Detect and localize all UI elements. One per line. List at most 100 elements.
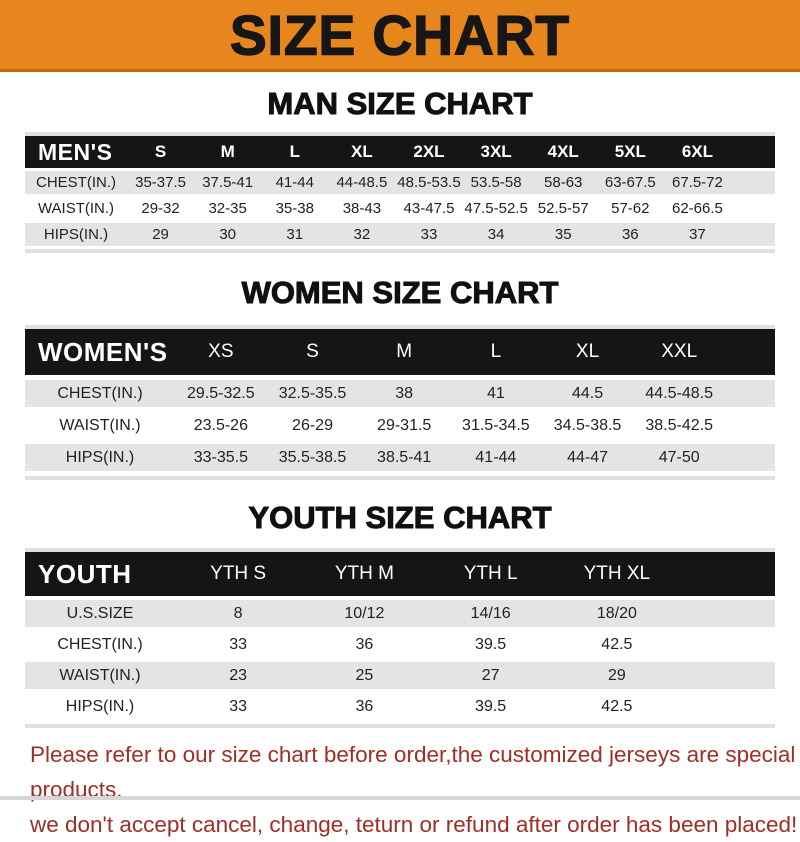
cell-value: 36 xyxy=(355,697,374,715)
row-label: CHEST(IN.) xyxy=(57,384,143,402)
youth-section-title: YOUTH SIZE CHART xyxy=(248,500,552,536)
cell-value: 8 xyxy=(233,604,243,622)
cell-value: 23 xyxy=(229,666,248,684)
column-header: XL xyxy=(351,142,373,161)
cell-value: 35 xyxy=(554,226,572,243)
table-row: WAIST(IN.) 23 25 27 29 xyxy=(25,662,775,689)
women-size-table: WOMEN'S XS S M L XL XXL CHEST(IN.) 29.5-32.5 32.5… xyxy=(25,325,775,480)
cell-value: 32-35 xyxy=(208,200,247,217)
table-row: HIPS(IN.) 29 30 31 32 33 34 35 36 37 xyxy=(25,223,775,246)
cell-value: 31 xyxy=(286,226,304,243)
column-header: M xyxy=(220,142,235,161)
cell-value: 36 xyxy=(355,635,374,653)
column-header: S xyxy=(306,341,319,362)
cell-value: 42.5 xyxy=(601,697,633,715)
column-header: XS xyxy=(208,341,234,362)
cell-value: 43-47.5 xyxy=(403,200,455,217)
cell-value: 67.5-72 xyxy=(671,174,723,191)
cell-value: 42.5 xyxy=(601,635,633,653)
cell-value: 34.5-38.5 xyxy=(553,416,622,434)
table-row: HIPS(IN.) 33 36 39.5 42.5 xyxy=(25,693,775,720)
cell-value: 29.5-32.5 xyxy=(187,384,255,402)
cell-value: 18/20 xyxy=(596,604,637,622)
table-row: WAIST(IN.) 23.5-26 26-29 29-31.5 31.5-34.5 34… xyxy=(25,412,775,439)
cell-value: 62-66.5 xyxy=(671,200,723,217)
cell-value: 39.5 xyxy=(475,697,507,715)
cell-value: 29 xyxy=(607,666,626,684)
column-header: L xyxy=(289,142,300,161)
footer-line-2: we don't accept cancel, change, teturn o… xyxy=(30,812,798,837)
cell-value: 30 xyxy=(219,226,236,243)
cell-value: 58-63 xyxy=(544,174,583,191)
column-header: YTH XL xyxy=(583,563,651,584)
cell-value: 44.5 xyxy=(571,384,604,402)
row-label: CHEST(IN.) xyxy=(36,174,116,191)
column-header: L xyxy=(490,341,502,362)
row-label: CHEST(IN.) xyxy=(57,635,143,653)
row-label: HIPS(IN.) xyxy=(43,226,109,243)
cell-value: 33 xyxy=(229,635,248,653)
column-header: YTH S xyxy=(210,563,267,584)
cell-value: 14/16 xyxy=(470,604,511,622)
column-header: XXL xyxy=(661,341,698,362)
cell-value: 37 xyxy=(689,226,706,243)
cell-value: 33-35.5 xyxy=(193,448,248,466)
table-row: CHEST(IN.) 29.5-32.5 32.5-35.5 38 41 44.5 44.5… xyxy=(25,380,775,407)
cell-value: 29 xyxy=(152,226,169,243)
cell-value: 36 xyxy=(621,226,639,243)
column-header: 3XL xyxy=(480,142,512,161)
row-label: U.S.SIZE xyxy=(66,604,134,622)
cell-value: 33 xyxy=(229,697,248,715)
bottom-divider xyxy=(0,796,800,800)
cell-value: 10/12 xyxy=(344,604,385,622)
cell-value: 48.5-53.5 xyxy=(397,174,461,191)
column-header: 5XL xyxy=(614,142,646,161)
table-row: CHEST(IN.) 33 36 39.5 42.5 xyxy=(25,631,775,658)
table-row: CHEST(IN.) 35-37.5 37.5-41 41-44 44-48.5 48.5… xyxy=(25,171,775,194)
cell-value: 38.5-42.5 xyxy=(645,416,713,434)
cell-value: 27 xyxy=(481,666,500,684)
column-header: 4XL xyxy=(547,142,579,161)
row-label: WAIST(IN.) xyxy=(37,200,115,217)
column-header: 2XL xyxy=(413,142,445,161)
women-section-title: WOMEN SIZE CHART xyxy=(241,275,559,311)
cell-value: 44-47 xyxy=(567,448,608,466)
cell-value: 63-67.5 xyxy=(604,174,656,191)
size-chart-banner: SIZE CHART xyxy=(0,0,800,72)
cell-value: 47-50 xyxy=(658,448,700,466)
cell-value: 53.5-58 xyxy=(470,174,522,191)
row-label: HIPS(IN.) xyxy=(65,448,135,466)
cell-value: 39.5 xyxy=(475,635,507,653)
banner-title: SIZE CHART xyxy=(229,2,570,67)
cell-value: 34 xyxy=(487,226,505,243)
cell-value: 32 xyxy=(353,226,371,243)
cell-value: 25 xyxy=(355,666,374,684)
cell-value: 29-32 xyxy=(141,200,180,217)
men-table-header-bar: MEN'S S M L XL 2XL 3XL 4XL 5XL 6XL xyxy=(25,136,775,168)
footer-note: Please refer to our size chart before or… xyxy=(0,737,800,842)
cell-value: 35-37.5 xyxy=(135,174,186,191)
cell-value: 57-62 xyxy=(611,200,650,217)
column-header: S xyxy=(154,142,167,161)
cell-value: 52.5-57 xyxy=(537,200,589,217)
column-header: M xyxy=(396,341,413,362)
women-table-header-bar: WOMEN'S XS S M L XL XXL xyxy=(25,329,775,375)
row-label: WAIST(IN.) xyxy=(59,416,141,434)
column-header: XL xyxy=(575,341,600,362)
table-header-label: YOUTH xyxy=(38,558,132,589)
table-row: U.S.SIZE 8 10/12 14/16 18/20 xyxy=(25,600,775,627)
cell-value: 35-38 xyxy=(275,200,314,217)
cell-value: 44-48.5 xyxy=(336,174,388,191)
cell-value: 37.5-41 xyxy=(202,174,254,191)
cell-value: 41-44 xyxy=(275,174,314,191)
cell-value: 38 xyxy=(395,384,414,402)
men-size-table: MEN'S S M L XL 2XL 3XL 4XL 5XL 6XL CHEST(IN.) 35-37… xyxy=(25,132,775,253)
table-header-label: WOMEN'S xyxy=(38,336,168,367)
youth-table-header-bar: YOUTH YTH S YTH M YTH L YTH XL xyxy=(25,552,775,596)
cell-value: 35.5-38.5 xyxy=(278,448,347,466)
cell-value: 41 xyxy=(486,384,505,402)
cell-value: 23.5-26 xyxy=(193,416,248,434)
cell-value: 38.5-41 xyxy=(377,448,432,466)
footer-line-1: Please refer to our size chart before or… xyxy=(30,742,796,802)
cell-value: 29-31.5 xyxy=(377,416,432,434)
